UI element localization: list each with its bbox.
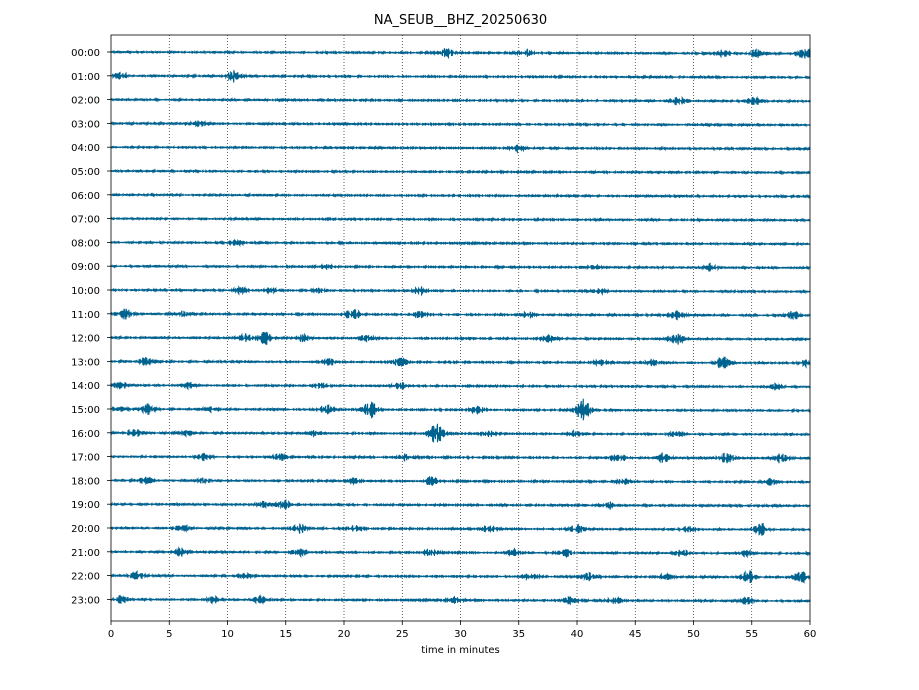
hour-tick-label: 17:00 xyxy=(71,453,100,464)
seismic-trace xyxy=(110,452,811,464)
seismic-trace xyxy=(110,498,811,511)
hour-tick-label: 08:00 xyxy=(71,238,100,249)
seismic-trace xyxy=(110,398,811,421)
x-axis-label: time in minutes xyxy=(421,645,500,656)
hour-tick-label: 20:00 xyxy=(71,524,100,535)
seismic-trace xyxy=(110,285,811,297)
x-tick-label: 45 xyxy=(629,629,642,640)
hour-tick-label: 10:00 xyxy=(71,286,100,297)
hour-tick-label: 14:00 xyxy=(71,381,100,392)
hour-tick-label: 23:00 xyxy=(71,595,100,606)
hour-tick-label: 12:00 xyxy=(71,334,100,345)
hour-tick-label: 01:00 xyxy=(71,72,100,83)
hour-tick-label: 09:00 xyxy=(71,262,100,273)
seismic-trace xyxy=(110,546,811,559)
x-tick-label: 10 xyxy=(221,629,234,640)
seismic-trace xyxy=(110,308,811,321)
seismic-trace xyxy=(110,356,811,369)
x-tick-label: 30 xyxy=(454,629,467,640)
hour-tick-label: 19:00 xyxy=(71,500,100,511)
hour-tick-label: 22:00 xyxy=(71,572,100,583)
hour-tick-label: 21:00 xyxy=(71,548,100,559)
hour-tick-label: 04:00 xyxy=(71,143,100,154)
seismic-trace xyxy=(110,144,811,155)
x-tick-label: 25 xyxy=(396,629,409,640)
hour-tick-label: 07:00 xyxy=(71,215,100,226)
hour-tick-label: 13:00 xyxy=(71,357,100,368)
x-tick-label: 15 xyxy=(279,629,292,640)
x-tick-label: 40 xyxy=(571,629,584,640)
hour-tick-label: 00:00 xyxy=(71,48,100,59)
x-tick-label: 35 xyxy=(512,629,525,640)
seismic-trace xyxy=(110,522,811,536)
seismic-trace xyxy=(110,262,811,272)
hour-tick-label: 06:00 xyxy=(71,191,100,202)
x-tick-label: 50 xyxy=(687,629,700,640)
x-tick-label: 0 xyxy=(108,629,114,640)
seismic-trace xyxy=(110,594,811,606)
seismic-trace xyxy=(110,381,811,391)
x-tick-label: 55 xyxy=(745,629,758,640)
seismic-trace xyxy=(110,120,811,128)
seismic-trace xyxy=(110,331,811,346)
hour-tick-label: 11:00 xyxy=(71,310,100,321)
hour-tick-label: 03:00 xyxy=(71,119,100,130)
seismic-trace xyxy=(110,168,811,176)
seismic-trace xyxy=(110,70,811,83)
seismic-trace xyxy=(110,423,811,443)
x-tick-label: 5 xyxy=(166,629,172,640)
chart-title: NA_SEUB__BHZ_20250630 xyxy=(374,13,547,28)
hour-tick-label: 05:00 xyxy=(71,167,100,178)
seismic-trace xyxy=(110,48,811,60)
seismic-trace xyxy=(110,238,811,248)
seismic-trace xyxy=(110,569,811,584)
x-tick-label: 20 xyxy=(338,629,351,640)
seismic-trace xyxy=(110,216,811,223)
seismic-trace xyxy=(110,475,811,487)
hour-tick-label: 16:00 xyxy=(71,429,100,440)
hour-tick-label: 18:00 xyxy=(71,476,100,487)
hour-tick-label: 02:00 xyxy=(71,96,100,107)
x-tick-label: 60 xyxy=(804,629,817,640)
hour-tick-label: 15:00 xyxy=(71,405,100,416)
seismic-trace xyxy=(110,192,811,200)
seismic-trace xyxy=(110,95,811,106)
